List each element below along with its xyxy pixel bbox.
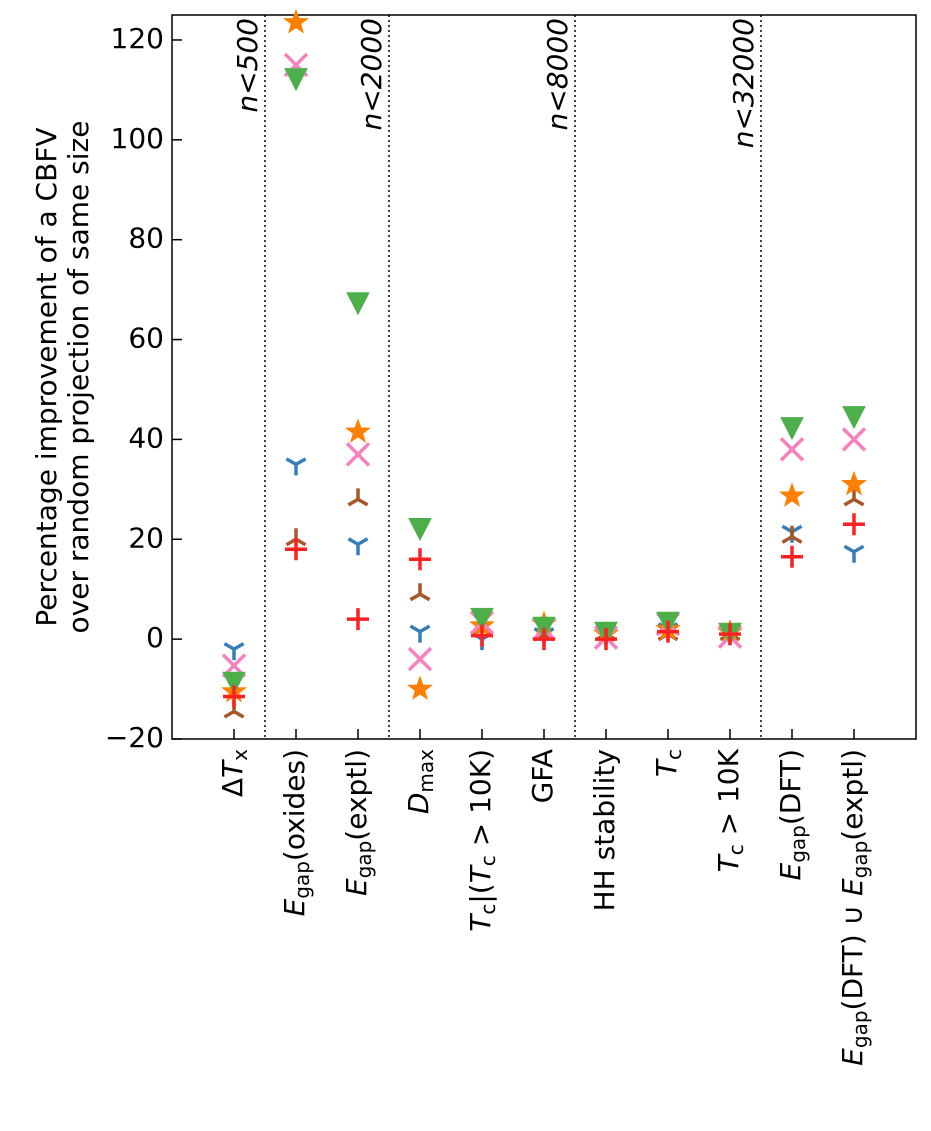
y-tick-label: 60 — [128, 322, 164, 355]
label-part: (exptl) — [836, 749, 869, 841]
y-tick-label: −20 — [105, 721, 164, 754]
marker — [347, 537, 369, 556]
marker — [346, 292, 370, 316]
label-part: gap — [352, 841, 376, 879]
marker — [781, 525, 803, 544]
label-part: Δ — [216, 778, 249, 797]
marker — [657, 620, 679, 643]
marker — [470, 607, 494, 631]
label-part: E — [836, 1048, 869, 1066]
marker — [285, 457, 307, 476]
x-tick-label: Dmax — [402, 749, 438, 814]
label-part: c — [476, 855, 500, 866]
label-part: T — [216, 759, 249, 778]
y-tick-label: 20 — [128, 521, 164, 554]
label-part: (oxides) — [278, 749, 311, 861]
label-part: GFA — [526, 749, 559, 803]
x-tick-label: HH stability — [588, 749, 621, 911]
y-tick-label: 120 — [111, 22, 164, 55]
annotation: n<8000 — [541, 18, 574, 130]
marker — [841, 470, 867, 496]
marker — [841, 427, 867, 452]
marker — [345, 442, 371, 467]
label-part: (DFT) ∪ — [836, 896, 869, 1010]
label-part: HH stability — [588, 749, 621, 911]
label-part: (DFT) — [774, 749, 807, 825]
annotation: n<32000 — [727, 18, 760, 148]
y-tick-label: 100 — [111, 122, 164, 155]
marker — [408, 517, 432, 541]
label-part: gap — [848, 841, 872, 879]
marker — [842, 406, 866, 430]
marker — [409, 624, 431, 643]
label-part: > 10K) — [464, 749, 497, 855]
label-part: T — [712, 853, 745, 872]
label-part: E — [278, 898, 311, 916]
marker — [347, 488, 369, 507]
marker — [595, 628, 617, 651]
y-tick-label: 0 — [146, 621, 164, 654]
marker — [284, 68, 308, 92]
label-part: E — [340, 878, 373, 896]
label-part: gap — [848, 1010, 872, 1048]
annotation: n<500 — [231, 18, 264, 113]
label-part: T — [464, 864, 497, 883]
marker — [779, 437, 805, 462]
x-tick-label: Egap(DFT) ∪ Egap(exptl) — [836, 749, 872, 1066]
marker — [223, 642, 245, 661]
label-part: gap — [290, 861, 314, 899]
x-tick-label: Egap(exptl) — [340, 749, 376, 896]
y-tick-label: 40 — [128, 421, 164, 454]
x-tick-label: Tc > 10K — [712, 748, 748, 872]
marker — [471, 624, 493, 647]
marker — [407, 646, 433, 672]
label-part: E — [836, 878, 869, 896]
marker — [533, 628, 555, 651]
y-axis-label: Percentage improvement of a CBFV — [30, 127, 63, 626]
x-tick-label: Egap(oxides) — [278, 749, 314, 916]
marker — [223, 685, 245, 708]
marker — [283, 8, 309, 34]
label-part: max — [414, 749, 438, 793]
label-part: |( — [464, 883, 497, 903]
x-tick-label: Tc — [650, 749, 686, 777]
label-part: c — [476, 904, 500, 915]
marker — [347, 608, 369, 631]
marker — [222, 671, 246, 695]
label-part: T — [464, 913, 497, 932]
x-tick-label: Egap(DFT) — [774, 749, 810, 880]
label-part: c — [724, 844, 748, 855]
x-tick-label: GFA — [526, 749, 559, 803]
label-part: (exptl) — [340, 749, 373, 841]
y-axis-label: over random projection of same size — [62, 121, 95, 634]
label-part: c — [662, 749, 686, 760]
marker — [285, 538, 307, 561]
marker — [532, 616, 556, 640]
marker — [719, 623, 741, 646]
marker — [409, 548, 431, 571]
annotation: n<2000 — [355, 18, 388, 130]
marker — [345, 418, 371, 443]
label-part: > 10K — [712, 748, 745, 844]
marker — [843, 513, 865, 536]
marker — [781, 545, 803, 568]
x-tick-label: ΔTx — [216, 749, 252, 797]
marker — [407, 675, 433, 701]
marker — [843, 544, 865, 563]
label-part: gap — [786, 825, 810, 863]
label-part: x — [228, 749, 252, 761]
marker — [409, 583, 431, 602]
marker — [779, 482, 805, 507]
marker — [780, 417, 804, 441]
label-part: D — [402, 793, 435, 815]
label-part: E — [774, 862, 807, 880]
x-tick-label: Tc|(Tc > 10K) — [464, 749, 500, 932]
marker — [843, 488, 865, 507]
y-tick-label: 80 — [128, 222, 164, 255]
label-part: T — [650, 758, 683, 777]
